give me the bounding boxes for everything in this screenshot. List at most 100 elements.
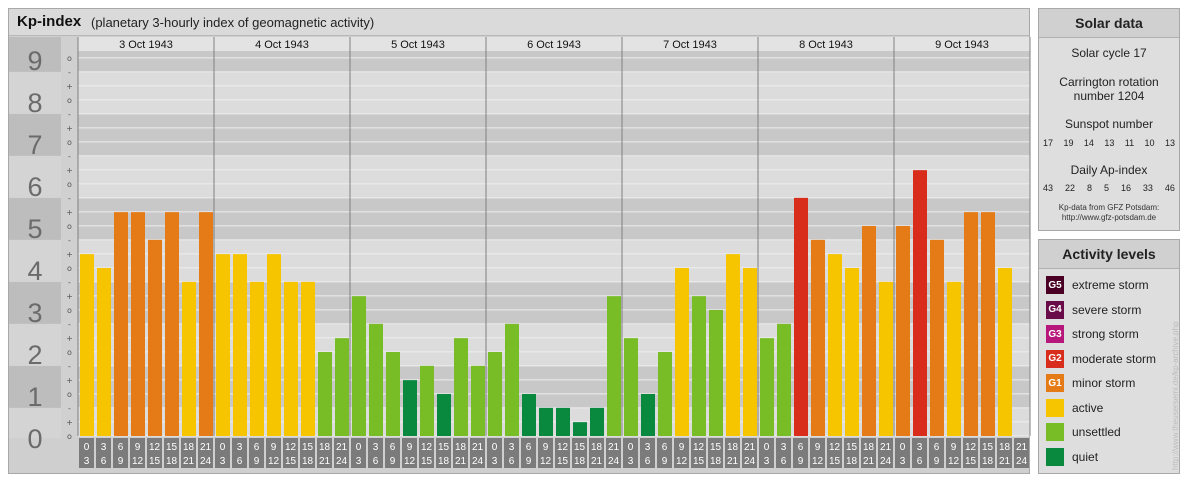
hour-end-label: 9 bbox=[390, 456, 396, 467]
hour-start-label: 9 bbox=[815, 442, 821, 453]
kp-bar bbox=[97, 268, 111, 436]
sub-tick-label: o bbox=[67, 390, 72, 399]
day-header-bg bbox=[622, 37, 758, 51]
kp-bar bbox=[556, 407, 570, 436]
hour-cell bbox=[623, 438, 638, 468]
legend-label: moderate storm bbox=[1072, 351, 1157, 366]
hour-start-label: 3 bbox=[509, 442, 515, 453]
hour-start-label: 6 bbox=[798, 442, 804, 453]
day-header-bg bbox=[894, 37, 1030, 51]
hour-cell bbox=[589, 438, 604, 468]
kp-bar bbox=[454, 338, 468, 436]
y-tick-label: 0 bbox=[27, 424, 42, 454]
hour-cell bbox=[640, 438, 655, 468]
legend-label: minor storm bbox=[1072, 376, 1136, 390]
hour-start-label: 21 bbox=[1016, 442, 1028, 453]
vertical-credit: http://www.theusersemi.de/kp-archive.php bbox=[1171, 321, 1180, 470]
hour-start-label: 15 bbox=[710, 442, 722, 453]
hour-start-label: 3 bbox=[645, 442, 651, 453]
hour-end-label: 24 bbox=[1016, 456, 1028, 467]
sub-tick-label: - bbox=[68, 236, 71, 245]
hour-cell bbox=[912, 438, 927, 468]
legend-label: quiet bbox=[1072, 449, 1099, 464]
hour-cell bbox=[368, 438, 383, 468]
hour-end-label: 21 bbox=[591, 456, 603, 467]
hour-start-label: 3 bbox=[373, 442, 379, 453]
sub-tick-label: o bbox=[67, 306, 72, 315]
hour-end-label: 15 bbox=[965, 456, 977, 467]
hour-end-label: 9 bbox=[254, 456, 260, 467]
kp-bar bbox=[182, 281, 196, 436]
hour-cell bbox=[164, 438, 179, 468]
credit-line-1: Kp-data from GFZ Potsdam: bbox=[1058, 203, 1160, 212]
kp-bar bbox=[148, 239, 162, 436]
hour-end-label: 15 bbox=[829, 456, 841, 467]
sunspot-value: 19 bbox=[1063, 138, 1074, 148]
hour-start-label: 0 bbox=[492, 442, 498, 453]
hour-cell bbox=[793, 438, 808, 468]
kp-bar bbox=[675, 268, 689, 436]
carrington-line-1: Carrington rotation bbox=[1059, 75, 1159, 89]
day-header-bg bbox=[78, 37, 214, 51]
hour-end-label: 12 bbox=[812, 456, 824, 467]
hour-start-label: 12 bbox=[965, 442, 977, 453]
y-axis-band bbox=[9, 71, 61, 114]
hour-cell bbox=[385, 438, 400, 468]
ap-value: 16 bbox=[1120, 183, 1131, 193]
sub-tick-label: + bbox=[66, 334, 73, 343]
hour-start-label: 15 bbox=[438, 442, 450, 453]
kp-bar bbox=[947, 281, 961, 436]
hour-end-label: 21 bbox=[455, 456, 467, 467]
hour-start-label: 18 bbox=[591, 442, 603, 453]
kp-bar bbox=[131, 212, 145, 436]
kp-bar bbox=[879, 281, 893, 436]
hour-cell bbox=[572, 438, 587, 468]
kp-bar bbox=[216, 254, 230, 436]
credit-link[interactable]: http://www.gfz-potsdam.de bbox=[1061, 213, 1157, 222]
hour-start-label: 21 bbox=[472, 442, 484, 453]
hour-end-label: 18 bbox=[982, 456, 994, 467]
hour-start-label: 12 bbox=[557, 442, 569, 453]
hour-end-label: 18 bbox=[166, 456, 178, 467]
sunspot-value: 10 bbox=[1144, 138, 1155, 148]
sub-tick-label: + bbox=[66, 82, 73, 91]
legend-item: G2 moderate storm bbox=[1046, 349, 1156, 369]
kp-index-chart: 0123456789+o+o-+o-+o-+o-+o-+o-+o-+o-o-3 … bbox=[9, 37, 1031, 468]
hour-end-label: 3 bbox=[356, 456, 362, 467]
kp-bar bbox=[913, 170, 927, 436]
hour-start-label: 15 bbox=[574, 442, 586, 453]
hour-start-label: 3 bbox=[781, 442, 787, 453]
hour-cell bbox=[198, 438, 213, 468]
hour-start-label: 18 bbox=[863, 442, 875, 453]
kp-bar bbox=[726, 254, 740, 436]
ap-value: 33 bbox=[1142, 183, 1153, 193]
hour-cell bbox=[810, 438, 825, 468]
kp-bar bbox=[522, 394, 536, 436]
day-label: 4 Oct 1943 bbox=[255, 39, 309, 51]
sub-tick-label: + bbox=[66, 250, 73, 259]
hour-cell bbox=[878, 438, 893, 468]
y-axis-band bbox=[9, 113, 61, 156]
legend-label: unsettled bbox=[1072, 425, 1121, 439]
hour-start-label: 12 bbox=[149, 442, 161, 453]
hour-end-label: 3 bbox=[900, 456, 906, 467]
hour-cell bbox=[844, 438, 859, 468]
legend-swatch: G1 bbox=[1046, 374, 1064, 392]
hour-end-label: 18 bbox=[574, 456, 586, 467]
hour-end-label: 24 bbox=[472, 456, 484, 467]
kp-bar bbox=[488, 352, 502, 436]
hour-start-label: 9 bbox=[407, 442, 413, 453]
sub-tick-label: - bbox=[68, 110, 71, 119]
hour-cell bbox=[317, 438, 332, 468]
hour-end-label: 6 bbox=[917, 456, 923, 467]
hour-start-label: 12 bbox=[421, 442, 433, 453]
hour-end-label: 9 bbox=[934, 456, 940, 467]
legend-item: quiet bbox=[1046, 447, 1098, 467]
hour-cell bbox=[334, 438, 349, 468]
carrington-line-2: number 1204 bbox=[1073, 89, 1145, 103]
kp-bar bbox=[777, 323, 791, 436]
kp-bar bbox=[233, 254, 247, 436]
hour-end-label: 21 bbox=[727, 456, 739, 467]
hour-cell bbox=[555, 438, 570, 468]
day-label: 5 Oct 1943 bbox=[391, 39, 445, 51]
